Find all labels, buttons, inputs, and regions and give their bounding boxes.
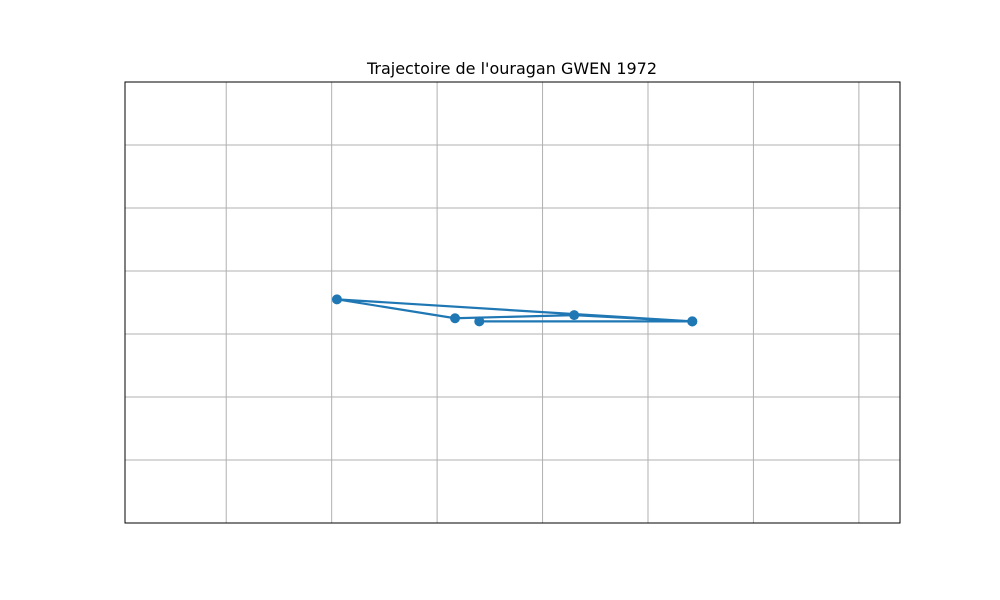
series-group xyxy=(331,294,698,327)
data-point-5 xyxy=(687,316,698,327)
data-point-2 xyxy=(569,310,580,321)
data-point-0 xyxy=(474,316,485,327)
data-point-4 xyxy=(331,294,342,305)
series-line-0 xyxy=(335,298,694,323)
plot-frame xyxy=(124,81,901,524)
data-point-3 xyxy=(450,313,461,324)
grid xyxy=(125,82,900,524)
chart-title: Trajectoire de l'ouragan GWEN 1972 xyxy=(366,59,657,78)
